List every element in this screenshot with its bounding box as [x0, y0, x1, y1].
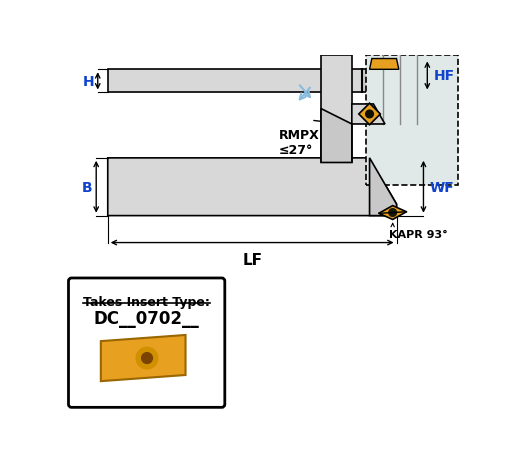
Text: DC__0702__: DC__0702__: [94, 309, 200, 327]
Polygon shape: [359, 104, 380, 125]
Text: RMPX
≤27°: RMPX ≤27°: [279, 129, 320, 156]
Circle shape: [366, 111, 373, 119]
FancyBboxPatch shape: [69, 278, 225, 407]
Polygon shape: [379, 206, 406, 220]
Text: Takes Insert Type:: Takes Insert Type:: [83, 295, 210, 308]
Polygon shape: [352, 105, 385, 125]
Circle shape: [389, 209, 397, 217]
Polygon shape: [369, 59, 399, 70]
Text: B: B: [82, 181, 92, 194]
Circle shape: [142, 353, 152, 363]
Circle shape: [136, 348, 158, 369]
Bar: [108, 70, 362, 93]
Text: HF: HF: [433, 69, 455, 83]
Text: H: H: [83, 75, 94, 89]
Text: KAPR 93°: KAPR 93°: [389, 230, 447, 240]
Polygon shape: [108, 158, 397, 216]
Polygon shape: [321, 109, 352, 163]
Text: WF: WF: [429, 181, 455, 194]
Polygon shape: [343, 105, 366, 125]
Bar: [362, 70, 408, 93]
Polygon shape: [369, 158, 397, 216]
Text: LF: LF: [242, 252, 262, 267]
Bar: [321, 56, 352, 163]
Polygon shape: [101, 335, 186, 382]
Bar: [366, 56, 458, 185]
